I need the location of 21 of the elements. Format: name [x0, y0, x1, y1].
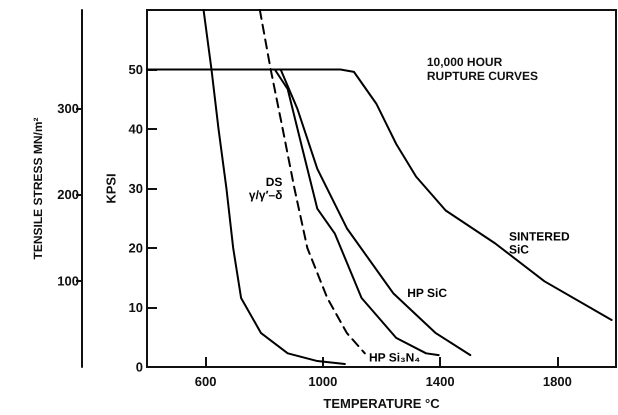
x-tick-label: 1400 [426, 374, 455, 389]
y2-tick-label: 300 [57, 100, 79, 116]
series-label: HP Si₃N₄ [368, 350, 420, 364]
series-label: HP SiC [407, 286, 448, 300]
y2-tick-label: 200 [57, 187, 79, 202]
y-tick-label: 0 [136, 360, 143, 374]
y-tick-label: 50 [128, 62, 143, 77]
x-axis-title: TEMPERATURE °C [323, 396, 440, 411]
x-tick-label: 1000 [308, 374, 338, 389]
y-tick-label: 10 [128, 300, 143, 315]
y2-tick-label: 100 [57, 273, 79, 288]
x-tick-label: 1800 [542, 374, 572, 389]
x-tick-label: 600 [194, 374, 216, 389]
y-tick-label: 40 [128, 122, 143, 136]
y-axis-title: KPSI [104, 173, 119, 204]
y2-axis-title: TENSILE STRESS MN/m² [31, 117, 45, 260]
series-label: SINTERED SiC [508, 230, 570, 257]
y-tick-label: 30 [128, 181, 143, 196]
annotation: 10,000 HOUR RUPTURE CURVES [426, 55, 538, 83]
y-tick-label: 20 [128, 240, 143, 256]
series-label: DS γ/γ′–δ [248, 175, 282, 202]
